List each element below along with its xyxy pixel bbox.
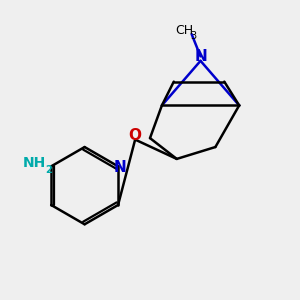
Text: 2: 2 (45, 165, 52, 175)
Text: N: N (194, 49, 207, 64)
Text: N: N (113, 160, 126, 175)
Text: O: O (129, 128, 142, 142)
Text: NH: NH (23, 156, 46, 170)
Text: 3: 3 (190, 32, 196, 41)
Text: CH: CH (175, 24, 193, 37)
